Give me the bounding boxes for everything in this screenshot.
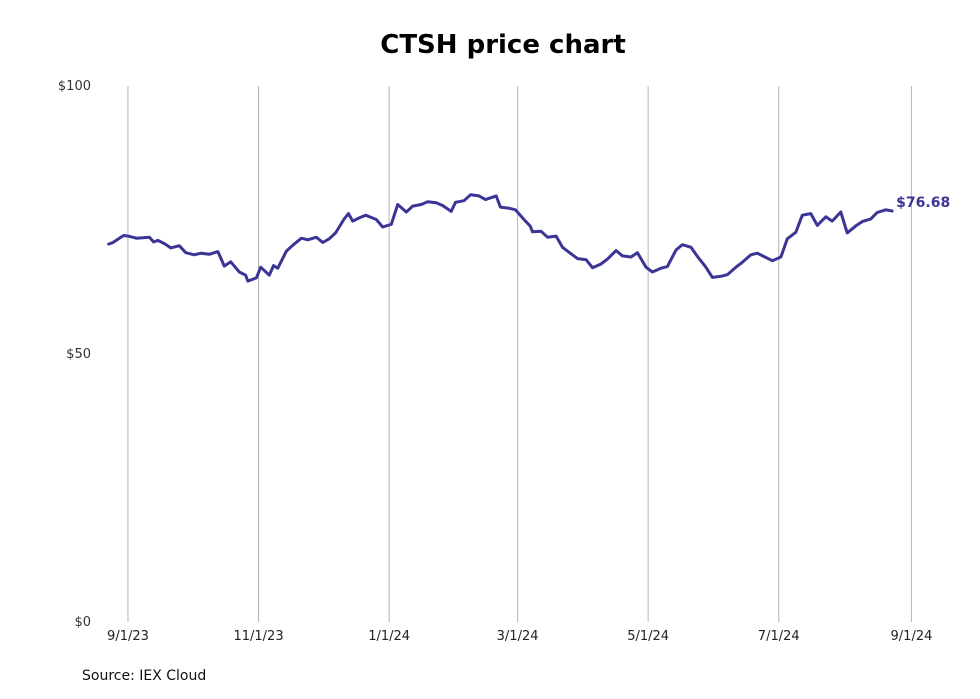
price-line xyxy=(107,193,894,283)
price-chart: $0 $50 $100 9/1/23 11/1/23 1/1/24 3/1/24 5/1/2… xyxy=(58,79,950,644)
x-tick-label: 3/1/24 xyxy=(497,629,539,644)
x-tick-label: 7/1/24 xyxy=(758,629,800,644)
x-tick-label: 11/1/23 xyxy=(233,629,283,644)
x-tick-label: 5/1/24 xyxy=(627,629,669,644)
last-price-label: $76.68 xyxy=(896,195,950,211)
x-tick-label: 9/1/23 xyxy=(107,629,149,644)
y-tick-label: $100 xyxy=(58,79,91,94)
y-tick-label: $50 xyxy=(66,347,91,362)
x-axis-ticks: 9/1/23 11/1/23 1/1/24 3/1/24 5/1/24 7/1/24 9/1… xyxy=(107,629,932,644)
price-series: $76.68 xyxy=(107,193,950,283)
y-tick-label: $0 xyxy=(74,615,91,630)
y-axis-ticks: $0 $50 $100 xyxy=(58,79,91,630)
source-note: Source: IEX Cloud xyxy=(82,668,207,684)
x-tick-label: 9/1/24 xyxy=(891,629,933,644)
chart-title: CTSH price chart xyxy=(380,30,626,60)
gridlines xyxy=(127,86,912,622)
x-tick-label: 1/1/24 xyxy=(368,629,410,644)
